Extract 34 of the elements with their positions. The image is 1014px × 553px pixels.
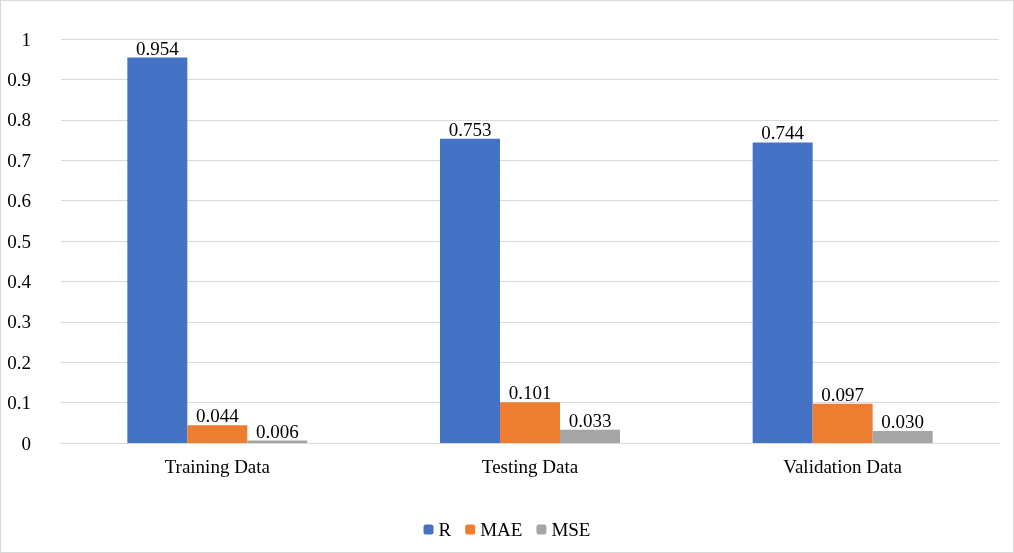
y-tick-label: 0.3 [7, 311, 31, 333]
x-tick-label: Training Data [164, 456, 271, 477]
data-label: 0.033 [568, 409, 612, 431]
bar [752, 142, 813, 443]
legend-label: MAE [480, 519, 523, 540]
data-label: 0.006 [255, 420, 299, 442]
bar [440, 138, 500, 443]
y-tick-label: 0.8 [7, 109, 31, 131]
y-tick-label: 1 [21, 28, 31, 50]
x-tick-label: Validation Data [783, 456, 903, 477]
data-label: 0.753 [448, 118, 492, 140]
bar [812, 403, 873, 443]
legend-label: R [438, 519, 452, 540]
bar [872, 430, 933, 443]
legend-label: MSE [551, 519, 591, 540]
y-tick-label: 0.1 [7, 392, 31, 414]
y-tick-label: 0.2 [7, 351, 31, 373]
bar [187, 425, 248, 443]
x-tick-label: Testing Data [481, 456, 579, 477]
y-tick-label: 0 [21, 432, 31, 454]
bar [127, 57, 188, 443]
data-label: 0.097 [821, 383, 865, 405]
y-tick-label: 0.7 [7, 149, 31, 171]
y-tick-label: 0.4 [7, 270, 32, 292]
data-label: 0.101 [508, 382, 552, 404]
y-tick-label: 0.9 [7, 68, 31, 90]
data-label: 0.954 [135, 37, 180, 59]
data-label: 0.030 [881, 410, 925, 432]
bar [560, 429, 620, 443]
y-tick-label: 0.5 [7, 230, 31, 252]
data-label: 0.744 [761, 122, 805, 144]
data-label: 0.044 [195, 405, 240, 427]
y-tick-label: 0.6 [7, 190, 31, 212]
bar [500, 402, 560, 443]
